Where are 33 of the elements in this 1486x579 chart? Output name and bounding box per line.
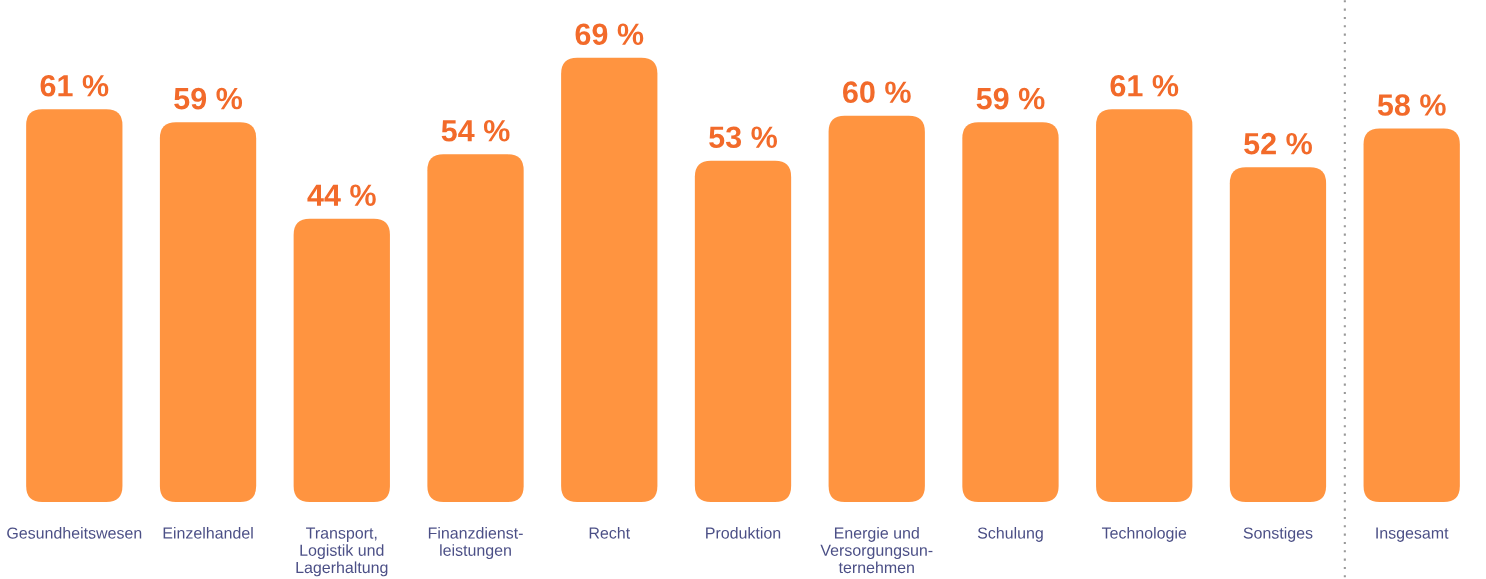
data-label: 59 %	[174, 87, 243, 110]
x-tick-label: Recht	[589, 526, 631, 539]
x-tick-label: Finanzdienst- leistungen	[428, 526, 523, 560]
data-label: 59 %	[976, 87, 1045, 110]
x-tick-label: Transport, Logistik und Lagerhaltung	[296, 527, 388, 577]
bar	[828, 115, 925, 502]
bar	[561, 57, 658, 502]
bar	[962, 122, 1059, 502]
x-tick-label: Energie und Versorgungsun- ternehmen	[820, 526, 933, 574]
data-label: 60 %	[843, 81, 911, 103]
bar	[26, 109, 123, 502]
x-tick-label: Sonstiges	[1243, 526, 1313, 542]
bar	[159, 122, 257, 502]
bar	[293, 218, 390, 502]
bar	[1363, 128, 1460, 502]
bar	[427, 154, 524, 502]
data-label: 69 %	[575, 23, 644, 46]
bar	[1096, 109, 1193, 502]
data-label: 52 %	[1244, 132, 1312, 155]
data-label: 54 %	[441, 120, 510, 142]
x-tick-label: Schulung	[977, 526, 1043, 542]
x-tick-label: Insgesamt	[1376, 527, 1449, 542]
x-tick-label: Gesundheitswesen	[7, 526, 142, 539]
x-tick-label: Technologie	[1101, 526, 1187, 542]
x-tick-label: Produktion	[706, 526, 781, 539]
data-label: 61 %	[40, 74, 109, 97]
data-label: 53 %	[709, 126, 778, 149]
bar	[694, 160, 792, 502]
x-tick-label: Einzelhandel	[163, 526, 253, 539]
bar	[1229, 167, 1327, 502]
data-label: 58 %	[1377, 94, 1446, 116]
data-label: 44 %	[307, 184, 376, 206]
data-label: 61 %	[1110, 74, 1179, 97]
